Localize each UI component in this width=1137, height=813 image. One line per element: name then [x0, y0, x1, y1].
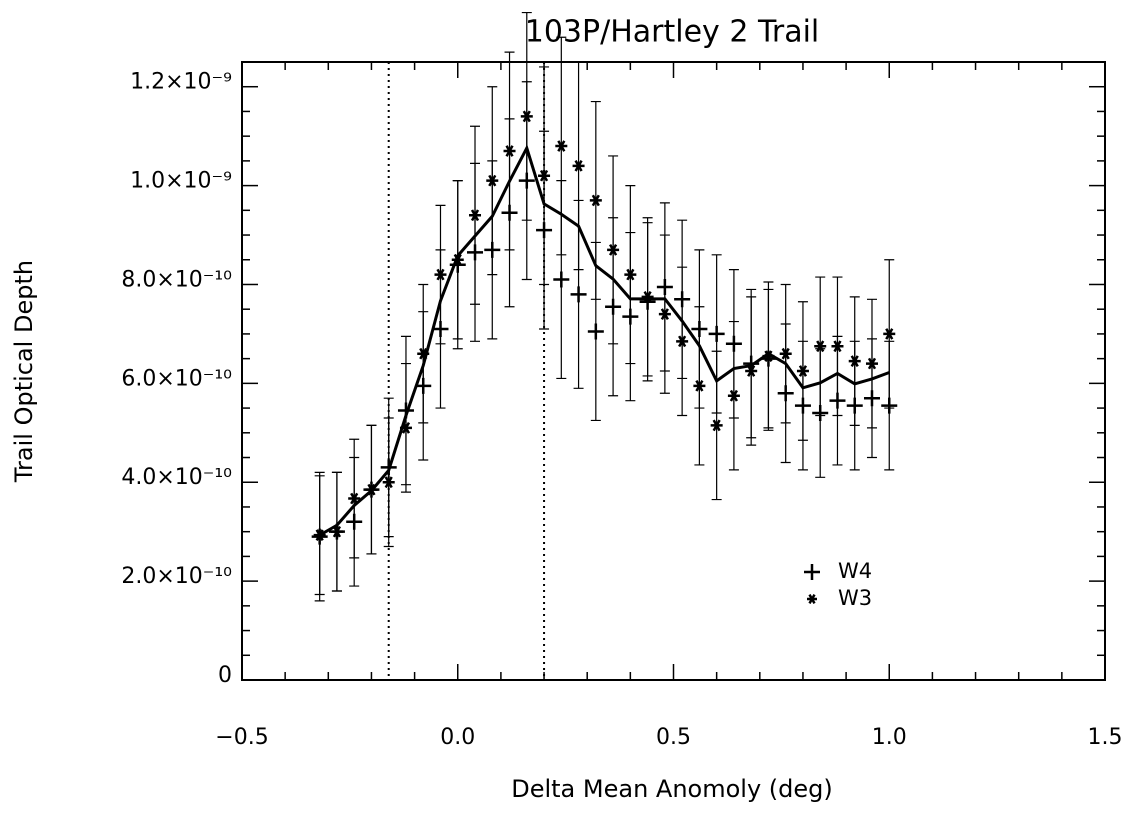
asterisk-marker [330, 525, 343, 538]
asterisk-marker [796, 365, 809, 377]
plus-marker [553, 271, 570, 288]
y-axis-title: Trail Optical Depth [10, 260, 38, 483]
asterisk-marker [883, 328, 896, 340]
asterisk-marker [658, 308, 671, 320]
asterisk-marker [848, 355, 861, 367]
y-tick-label: 4.0×10⁻¹⁰ [121, 465, 232, 490]
legend-label: W4 [838, 559, 872, 583]
plus-marker [570, 286, 587, 303]
mean-line [318, 144, 890, 537]
asterisk-marker [865, 357, 878, 370]
asterisk-marker [503, 145, 516, 157]
asterisk-marker [693, 379, 706, 392]
y-tick-label: 6.0×10⁻¹⁰ [121, 366, 232, 391]
x-tick-label: 0.5 [656, 725, 691, 750]
asterisk-marker [520, 110, 533, 123]
asterisk-marker [831, 340, 844, 353]
asterisk-marker [572, 159, 585, 172]
y-tick-label: 1.0×10⁻⁹ [130, 169, 232, 194]
asterisk-marker [434, 268, 447, 281]
y-tick-label: 2.0×10⁻¹⁰ [121, 564, 232, 589]
asterisk-marker [710, 419, 723, 432]
asterisk-marker [624, 268, 637, 281]
asterisk-marker [469, 209, 482, 222]
asterisk-marker [814, 340, 827, 353]
asterisk-marker [589, 194, 602, 207]
x-tick-label: 0.0 [440, 725, 475, 750]
asterisk-marker [727, 389, 740, 402]
asterisk-marker [641, 290, 654, 303]
x-tick-label: −0.5 [215, 725, 268, 750]
legend-marker [807, 594, 817, 604]
asterisk-marker [313, 529, 326, 541]
asterisk-marker [607, 244, 620, 256]
asterisk-marker [745, 365, 758, 377]
y-tick-label: 8.0×10⁻¹⁰ [121, 267, 232, 292]
x-tick-label: 1.0 [872, 725, 907, 750]
legend-marker [804, 564, 820, 580]
legend-label: W3 [838, 586, 872, 610]
x-axis-title: Delta Mean Anomoly (deg) [511, 775, 833, 803]
plus-marker [708, 325, 725, 342]
plus-marker [587, 323, 604, 340]
asterisk-marker [555, 140, 568, 152]
y-tick-label: 0 [218, 663, 232, 688]
asterisk-marker [382, 476, 395, 489]
asterisk-marker [779, 347, 792, 360]
asterisk-marker [538, 169, 551, 182]
asterisk-marker [486, 174, 499, 187]
x-tick-label: 1.5 [1088, 725, 1123, 750]
chart-title: 103P/Hartley 2 Trail [525, 15, 820, 50]
asterisk-marker [676, 335, 689, 348]
y-tick-label: 1.2×10⁻⁹ [130, 70, 232, 95]
plot-frame [241, 61, 1106, 681]
